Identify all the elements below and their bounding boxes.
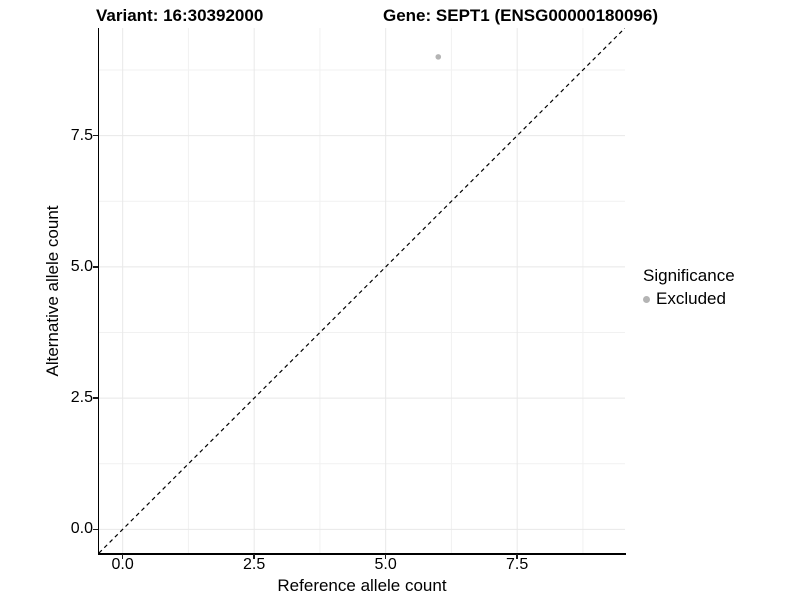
x-tick-label: 2.5 [243,556,266,573]
identity-line [99,28,625,553]
legend-item-excluded: Excluded [643,289,735,309]
plot-panel [99,28,625,553]
y-axis-title: Alternative allele count [43,205,62,377]
x-tick [121,554,124,559]
plot-title-gene: Gene: SEPT1 (ENSG00000180096) [383,6,658,25]
x-tick-label: 5.0 [374,556,397,573]
x-axis-line [97,553,626,555]
x-tick [516,554,518,559]
legend: Significance Excluded [643,266,735,309]
y-axis-line [97,28,99,553]
legend-title: Significance [643,266,735,285]
y-tick-label: 7.5 [70,126,93,144]
plot-title-variant: Variant: 16:30392000 [96,6,264,25]
y-tick-label: 5.0 [70,257,93,275]
y-tick [93,266,98,268]
legend-item-label: Excluded [656,289,726,308]
x-axis-title: Reference allele count [277,576,447,595]
x-tick [253,554,255,559]
x-tick-label: 7.5 [506,556,529,573]
x-tick-label: 0.0 [111,556,134,573]
plot-canvas [99,28,625,553]
y-tick [93,397,98,399]
y-tick [93,528,98,531]
y-tick-label: 0.0 [70,520,93,538]
legend-point-icon [643,295,650,303]
y-tick-label: 2.5 [70,389,93,407]
y-tick [93,134,98,137]
x-tick [384,554,387,559]
data-point [435,54,442,60]
